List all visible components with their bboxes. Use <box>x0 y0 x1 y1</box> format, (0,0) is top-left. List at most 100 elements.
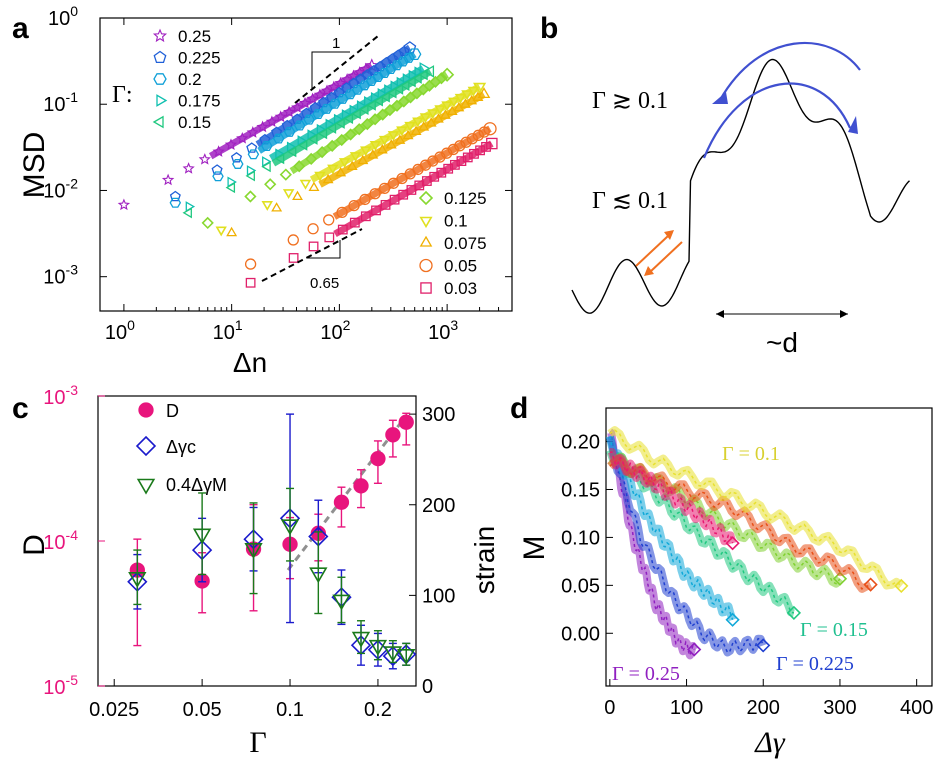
point-0.4ΔγM <box>383 646 403 663</box>
legend-label-D: D <box>166 401 179 421</box>
point-D <box>333 494 350 510</box>
low-gamma-arrow-a <box>635 235 669 267</box>
msd-series-0.03 <box>333 140 494 238</box>
panel-label-b: b <box>540 12 558 45</box>
panel-d-data <box>605 426 909 660</box>
legend-marker-0.15 <box>152 115 164 129</box>
d-ytick-label: 0.10 <box>561 527 600 549</box>
msd-point-0.225 <box>230 152 243 163</box>
legend-marker-0.125 <box>418 190 434 206</box>
panel-label-a: a <box>12 12 29 45</box>
msd-point-0.125 <box>279 168 292 181</box>
a-ytick-label: 100 <box>48 3 78 30</box>
label-low-gamma: Γ ≲ 0.1 <box>592 188 668 214</box>
point-0.4ΔγM <box>128 571 147 588</box>
msd-point-0.125 <box>201 216 214 230</box>
c-ytick-right-label: 200 <box>422 495 455 517</box>
c-xtick-label: 0.025 <box>89 699 139 721</box>
msd-point-0.03 <box>288 253 299 263</box>
msd-point-0.225 <box>246 142 258 153</box>
legend-label-0.225: 0.225 <box>178 49 221 68</box>
msd-point-0.125 <box>439 67 455 82</box>
legend-label-0.1: 0.1 <box>444 212 468 231</box>
msd-point-0.1 <box>299 179 312 190</box>
msd-point-0.15 <box>261 161 271 173</box>
msd-series-0.225 <box>255 44 412 148</box>
high-gamma-arrow-outer <box>702 82 852 159</box>
msd-series-0.15 <box>271 68 433 167</box>
msd-point-0.2 <box>212 171 224 182</box>
c-ytick-right-label: 0 <box>422 676 433 698</box>
panel-a-data <box>117 41 498 288</box>
m-series-0.05 <box>609 451 734 544</box>
msd-point-0.15 <box>225 182 236 194</box>
msd-point-0.075 <box>292 190 303 201</box>
low-gamma-arrowhead-b <box>644 266 654 276</box>
m-series-end-0.05 <box>725 536 740 551</box>
point-0.4ΔγM <box>192 528 212 545</box>
panel-a-legend: 0.25 0.225 0.2 0.175 0.15 0.125 0.1 0.075 0.05 0.… <box>152 27 487 298</box>
c-ytick-right-label: 300 <box>422 404 455 426</box>
d-xtick-label: 400 <box>900 697 933 719</box>
point-D <box>398 414 414 430</box>
c-xtick-label: 0.05 <box>183 699 222 721</box>
msd-point-0.25 <box>117 198 131 211</box>
point-0.4ΔγM <box>280 519 300 536</box>
legend-label-0.075: 0.075 <box>444 234 487 253</box>
msd-point-0.05 <box>287 234 299 246</box>
msd-point-0.15 <box>245 170 255 182</box>
c-xtick-label: 0.1 <box>276 699 304 721</box>
msd-point-0.05 <box>244 258 257 270</box>
a-xtick-label: 102 <box>320 317 350 344</box>
point-0.4ΔγM <box>332 594 351 611</box>
m-series-0.225 <box>609 436 764 654</box>
c-xtick-label: 0.2 <box>364 699 392 721</box>
msd-point-0.05 <box>323 214 335 226</box>
slope-label-065: 0.65 <box>310 275 339 292</box>
c-ytick-left-label: 10-3 <box>43 382 78 409</box>
legend-marker-0.225 <box>153 50 167 64</box>
a-ytick-label: 10-3 <box>43 262 78 289</box>
panel-a-slope-upper: 1 <box>294 35 379 104</box>
msd-point-0.25 <box>161 173 175 186</box>
legend-marker-0.175 <box>156 94 168 107</box>
msd-series-0.075 <box>318 91 486 188</box>
msd-point-0.05 <box>307 223 319 235</box>
m-series-end-0.1 <box>894 578 909 594</box>
legend-marker-0.05 <box>419 258 433 273</box>
point-D <box>370 450 386 467</box>
panel-d-frame <box>605 407 933 687</box>
high-gamma-arrowhead-left <box>712 92 728 104</box>
legend-marker-D <box>138 402 154 418</box>
msd-point-0.1 <box>282 189 295 199</box>
label-width-d: ~d <box>766 327 798 358</box>
high-gamma-arrow-inner <box>719 42 861 101</box>
msd-series-0.2 <box>257 51 417 154</box>
d-ytick-label: 0.00 <box>561 623 600 645</box>
point-0.4ΔγM <box>368 639 388 656</box>
msd-series-0.175 <box>269 65 425 162</box>
msd-point-0.03 <box>245 277 256 288</box>
a-xtick-label: 100 <box>105 317 135 344</box>
panel-a-xlabel: Δn <box>233 347 267 378</box>
label-high-gamma: Γ ≳ 0.1 <box>592 88 668 114</box>
c-ytick-left-label: 10-5 <box>43 672 78 699</box>
c-ytick-right-label: 100 <box>422 585 455 607</box>
legend-marker-0.075 <box>419 235 433 247</box>
msd-point-0.075 <box>226 226 238 237</box>
msd-series-0.1 <box>309 83 482 183</box>
a-ytick-label: 10-1 <box>43 89 78 116</box>
energy-landscape-curve <box>571 58 910 314</box>
panel-c-legend: D Δγc 0.4ΔγM <box>135 401 227 495</box>
legend-label-0.2: 0.2 <box>178 70 202 89</box>
m-series-end-0.075 <box>863 577 878 592</box>
high-gamma-arrowhead-right <box>848 116 858 134</box>
m-series-end-0.15 <box>786 605 802 621</box>
panel-c-xlabel: Γ <box>249 726 266 759</box>
legend-label-Δγc: Δγc <box>166 437 196 457</box>
msd-point-0.075 <box>308 181 320 192</box>
msd-series-0.25 <box>208 62 374 160</box>
panel-label-c: c <box>12 392 29 425</box>
